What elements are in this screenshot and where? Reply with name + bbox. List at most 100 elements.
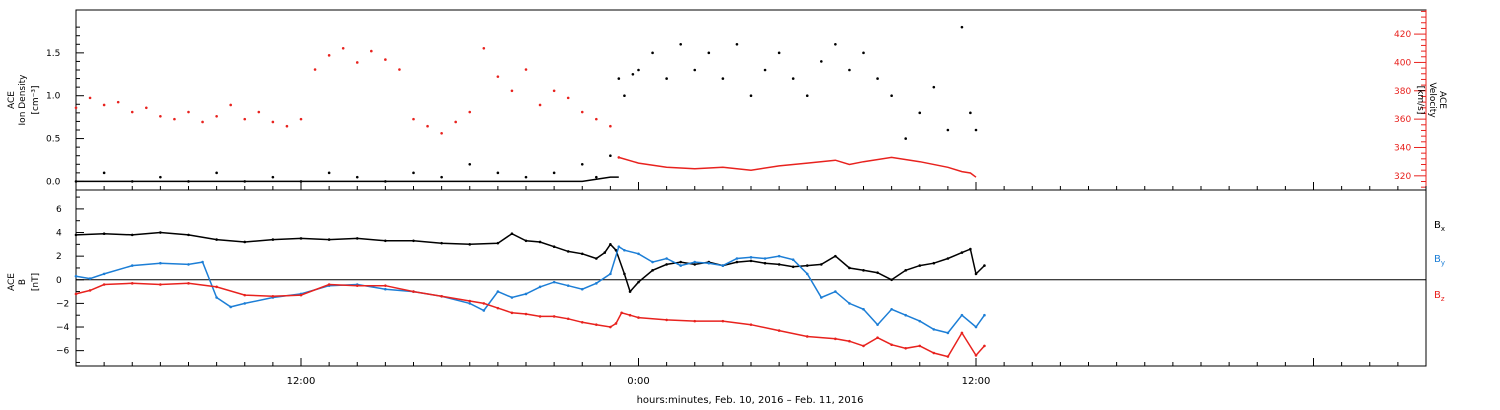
density-point [187,180,190,183]
Bx-point [932,261,936,265]
By-point [890,308,893,311]
density-point [876,77,879,80]
Bz-point [187,282,190,285]
Bz-point [580,320,584,324]
Bz-point [946,355,950,358]
Bz-line [75,282,985,358]
Bx-point [130,233,134,237]
Bz-point [496,306,500,310]
By-point [665,257,668,260]
velocity-point [271,120,275,124]
density-axis-label-line3: [cm⁻³] [31,85,41,114]
Bx-point [614,248,618,252]
Bx-point [820,263,823,266]
velocity-axis: 320 340 360 380 400 420 [1394,10,1427,190]
Bx-point [243,240,247,244]
Bx-point [510,232,514,236]
Bx-point [651,269,654,272]
density-point [299,180,303,183]
velocity-tick-label: 320 [1394,172,1411,182]
velocity-point [524,68,528,71]
Bz-point [628,313,632,317]
By-point [848,302,851,305]
x-axis-label: hours:minutes, Feb. 10, 2016 – Feb. 11, … [637,395,864,406]
By-point [777,254,781,258]
By-point [580,287,584,291]
density-point [159,175,162,179]
density-point [651,51,654,55]
density-point [969,111,972,115]
velocity-axis-label-line3: [km/s] [1415,86,1425,115]
By-point [566,284,570,287]
velocity-point [609,124,612,128]
top-panel-frame [75,9,1427,191]
density-point [820,60,823,63]
Bz-point [510,311,514,315]
time-axis: 12:00 0:00 12:00 [75,182,1427,387]
velocity-point [257,110,261,114]
By-point [862,308,865,311]
velocity-point [384,58,387,61]
density-point [749,94,753,98]
density-point [904,137,907,140]
Bx-point [848,266,851,270]
velocity-point [285,124,289,128]
velocity-point [229,103,232,107]
By-point [201,260,204,264]
Bz-point [614,322,618,325]
velocity-point [88,96,92,100]
field-axis: 6 4 2 0 −2 −4 −6 [56,196,1426,363]
density-point [631,72,635,76]
Bx-point [580,252,584,256]
Bx-point [299,237,303,240]
density-point [777,51,781,55]
Bx-point [805,264,809,267]
field-tick-label: 4 [56,229,62,239]
Bz-point [482,302,486,305]
Bx-point [834,254,837,258]
density-point [735,42,739,46]
velocity-point [617,156,621,159]
By-point [187,263,190,266]
density-point [960,25,964,29]
velocity-tick-label: 360 [1394,115,1411,125]
density-point [355,175,359,179]
Bx-point [524,239,528,243]
Bz-point [215,285,218,289]
velocity-tick-label: 400 [1394,58,1411,68]
Bx-point [102,232,106,236]
Bz-point [834,337,837,341]
velocity-point [566,96,570,100]
legend-Bz: Bz [1434,290,1445,303]
By-point [215,296,218,299]
field-axis-label-line3: [nT] [31,273,41,291]
velocity-axis-label-line2: Velocity [1427,82,1437,118]
Bx-point [791,265,795,269]
By-point [679,264,682,267]
Bx-point [623,272,626,276]
By-point [243,302,247,305]
Bx-point [384,239,387,243]
velocity-point [173,117,176,121]
By-point [763,257,767,260]
Bz-point [749,323,753,326]
Bz-point [538,315,542,318]
By-point [524,292,528,296]
By-point [834,290,837,293]
Bx-point [187,233,190,237]
Bz-point [983,344,986,348]
Bx-point [74,233,78,237]
density-point [805,94,809,98]
density-point [552,171,556,175]
density-axis: 0.0 0.5 1.0 1.5 [46,26,84,187]
Bx-point [603,251,607,254]
Bz-point [566,317,570,321]
density-point [932,85,936,89]
velocity-point [482,46,486,50]
By-point [707,261,711,265]
velocity-point [426,124,429,128]
field-tick-label: −4 [56,323,70,333]
velocity-point [74,106,78,110]
By-point [735,257,739,260]
field-tick-label: 6 [56,205,62,215]
